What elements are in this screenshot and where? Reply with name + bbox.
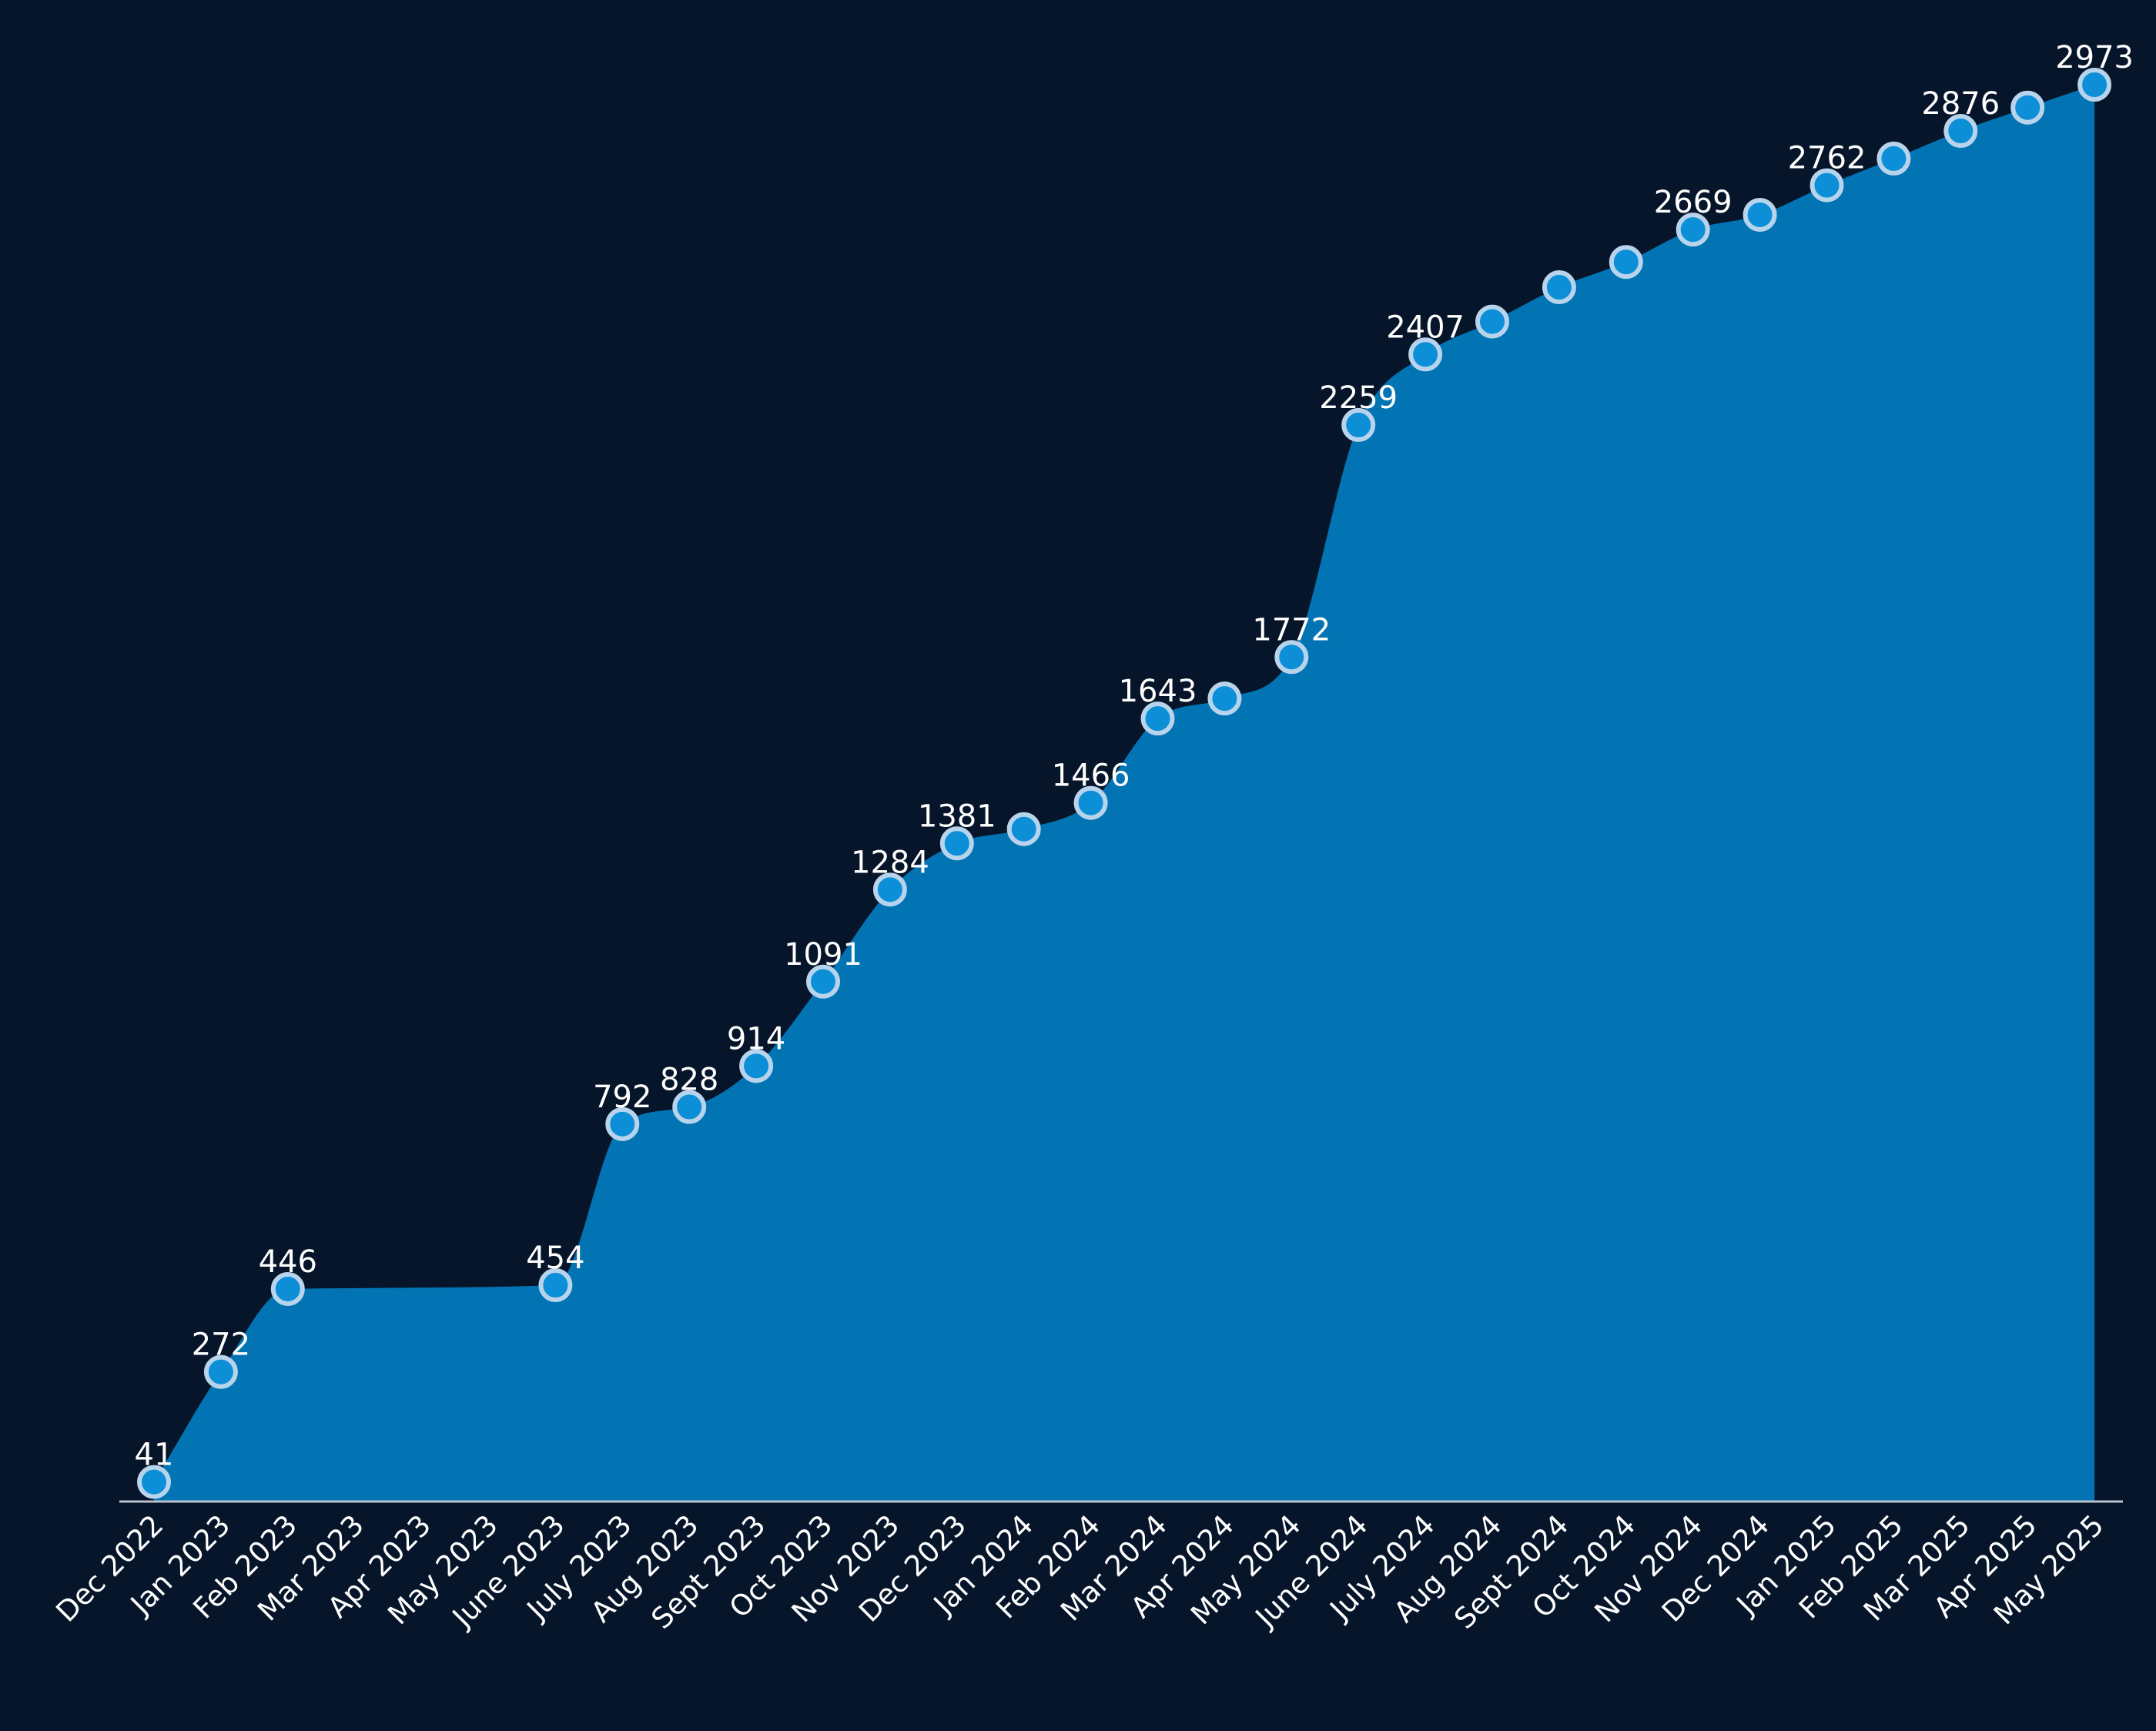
data-label: 454 <box>526 1240 584 1276</box>
data-point-marker <box>939 826 974 861</box>
data-label: 2259 <box>1319 380 1398 416</box>
data-point-marker <box>739 1049 774 1083</box>
data-label: 1381 <box>918 799 996 834</box>
data-point-marker <box>806 964 840 999</box>
data-point-marker <box>1810 168 1844 203</box>
data-markers <box>137 68 2112 1499</box>
data-point-marker <box>538 1268 573 1303</box>
data-label: 914 <box>727 1021 785 1056</box>
data-point-marker <box>1140 701 1175 736</box>
data-labels: 41 272 446 454 792 828 914 1091 1284 1381 1466 1643… <box>135 40 2134 1473</box>
data-point-marker <box>672 1090 707 1124</box>
data-label: 1772 <box>1252 612 1331 648</box>
data-point-marker <box>1943 114 1978 149</box>
data-label: 792 <box>593 1080 651 1115</box>
data-label: 1466 <box>1052 758 1130 794</box>
data-label: 2407 <box>1386 310 1465 345</box>
data-label: 1643 <box>1119 674 1197 709</box>
area-series <box>154 85 2095 1502</box>
data-label: 446 <box>259 1244 317 1280</box>
data-label: 2762 <box>1788 141 1866 176</box>
data-label: 2973 <box>2055 40 2134 75</box>
data-point-marker <box>872 872 907 907</box>
data-label: 41 <box>135 1438 174 1473</box>
data-point-marker <box>1408 337 1443 372</box>
data-point-marker <box>1542 270 1576 305</box>
data-label: 1091 <box>784 937 862 973</box>
data-point-marker <box>1073 785 1108 820</box>
data-point-marker <box>1274 640 1309 675</box>
data-point-marker <box>2077 68 2112 102</box>
data-label: 2669 <box>1654 185 1732 220</box>
data-point-marker <box>1475 304 1509 339</box>
data-label: 1284 <box>851 845 929 880</box>
data-point-marker <box>1676 213 1710 247</box>
data-point-marker <box>1876 141 1911 176</box>
data-label: 828 <box>660 1063 718 1098</box>
data-label: 272 <box>192 1328 250 1363</box>
data-point-marker <box>1006 812 1041 846</box>
data-point-marker <box>137 1465 171 1499</box>
data-point-marker <box>270 1271 305 1306</box>
data-point-marker <box>1743 197 1777 232</box>
data-point-marker <box>203 1354 238 1389</box>
data-label: 2876 <box>1921 86 2000 122</box>
data-point-marker <box>1609 245 1643 280</box>
data-point-marker <box>2010 90 2045 125</box>
data-point-marker <box>1207 681 1242 716</box>
data-point-marker <box>1341 407 1376 442</box>
data-point-marker <box>605 1107 640 1141</box>
